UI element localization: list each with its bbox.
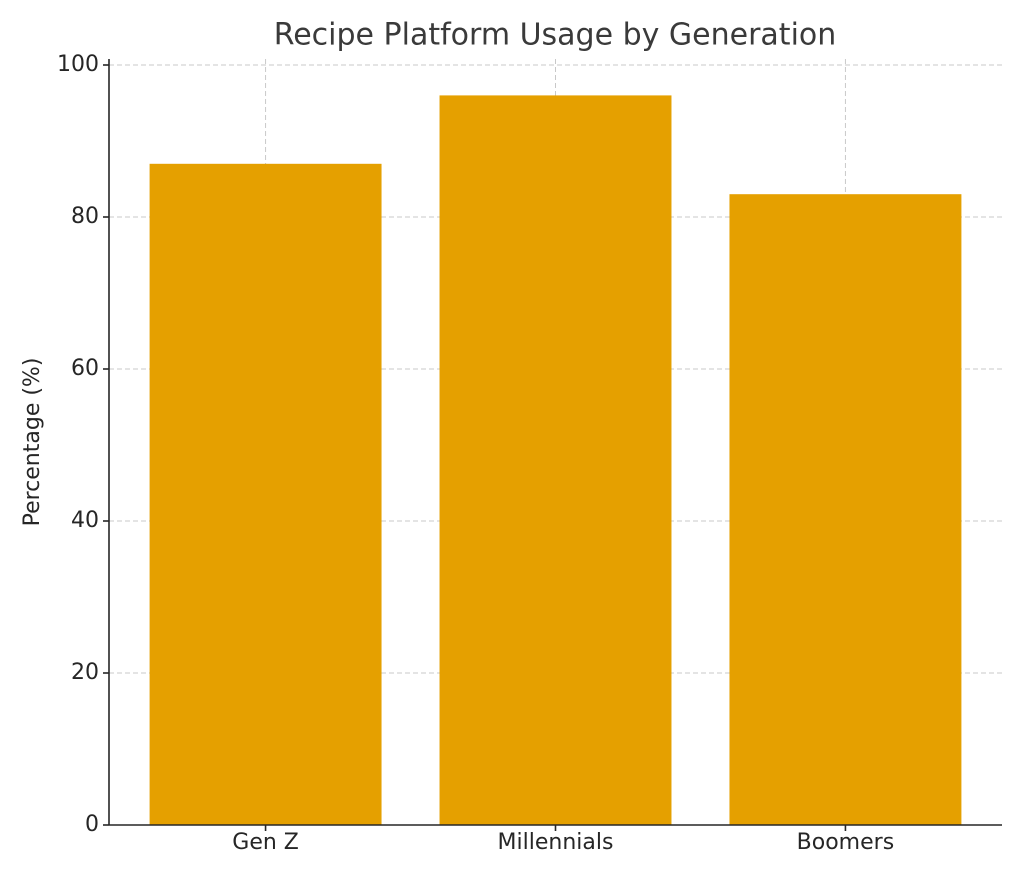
y-axis-label: Percentage (%) <box>20 358 45 527</box>
x-tick-label: Millennials <box>498 830 614 855</box>
y-tick-label: 80 <box>71 204 99 229</box>
x-tick-label: Boomers <box>797 830 895 855</box>
y-tick-label: 60 <box>71 356 99 381</box>
y-tick-label: 20 <box>71 660 99 685</box>
y-tick-label: 40 <box>71 508 99 533</box>
y-tick-label: 100 <box>57 52 99 77</box>
bar <box>149 163 382 826</box>
bar <box>729 194 962 825</box>
bar <box>439 95 672 825</box>
chart-title: Recipe Platform Usage by Generation <box>274 18 837 53</box>
x-tick-label: Gen Z <box>232 830 299 855</box>
y-tick-label: 0 <box>85 812 99 837</box>
